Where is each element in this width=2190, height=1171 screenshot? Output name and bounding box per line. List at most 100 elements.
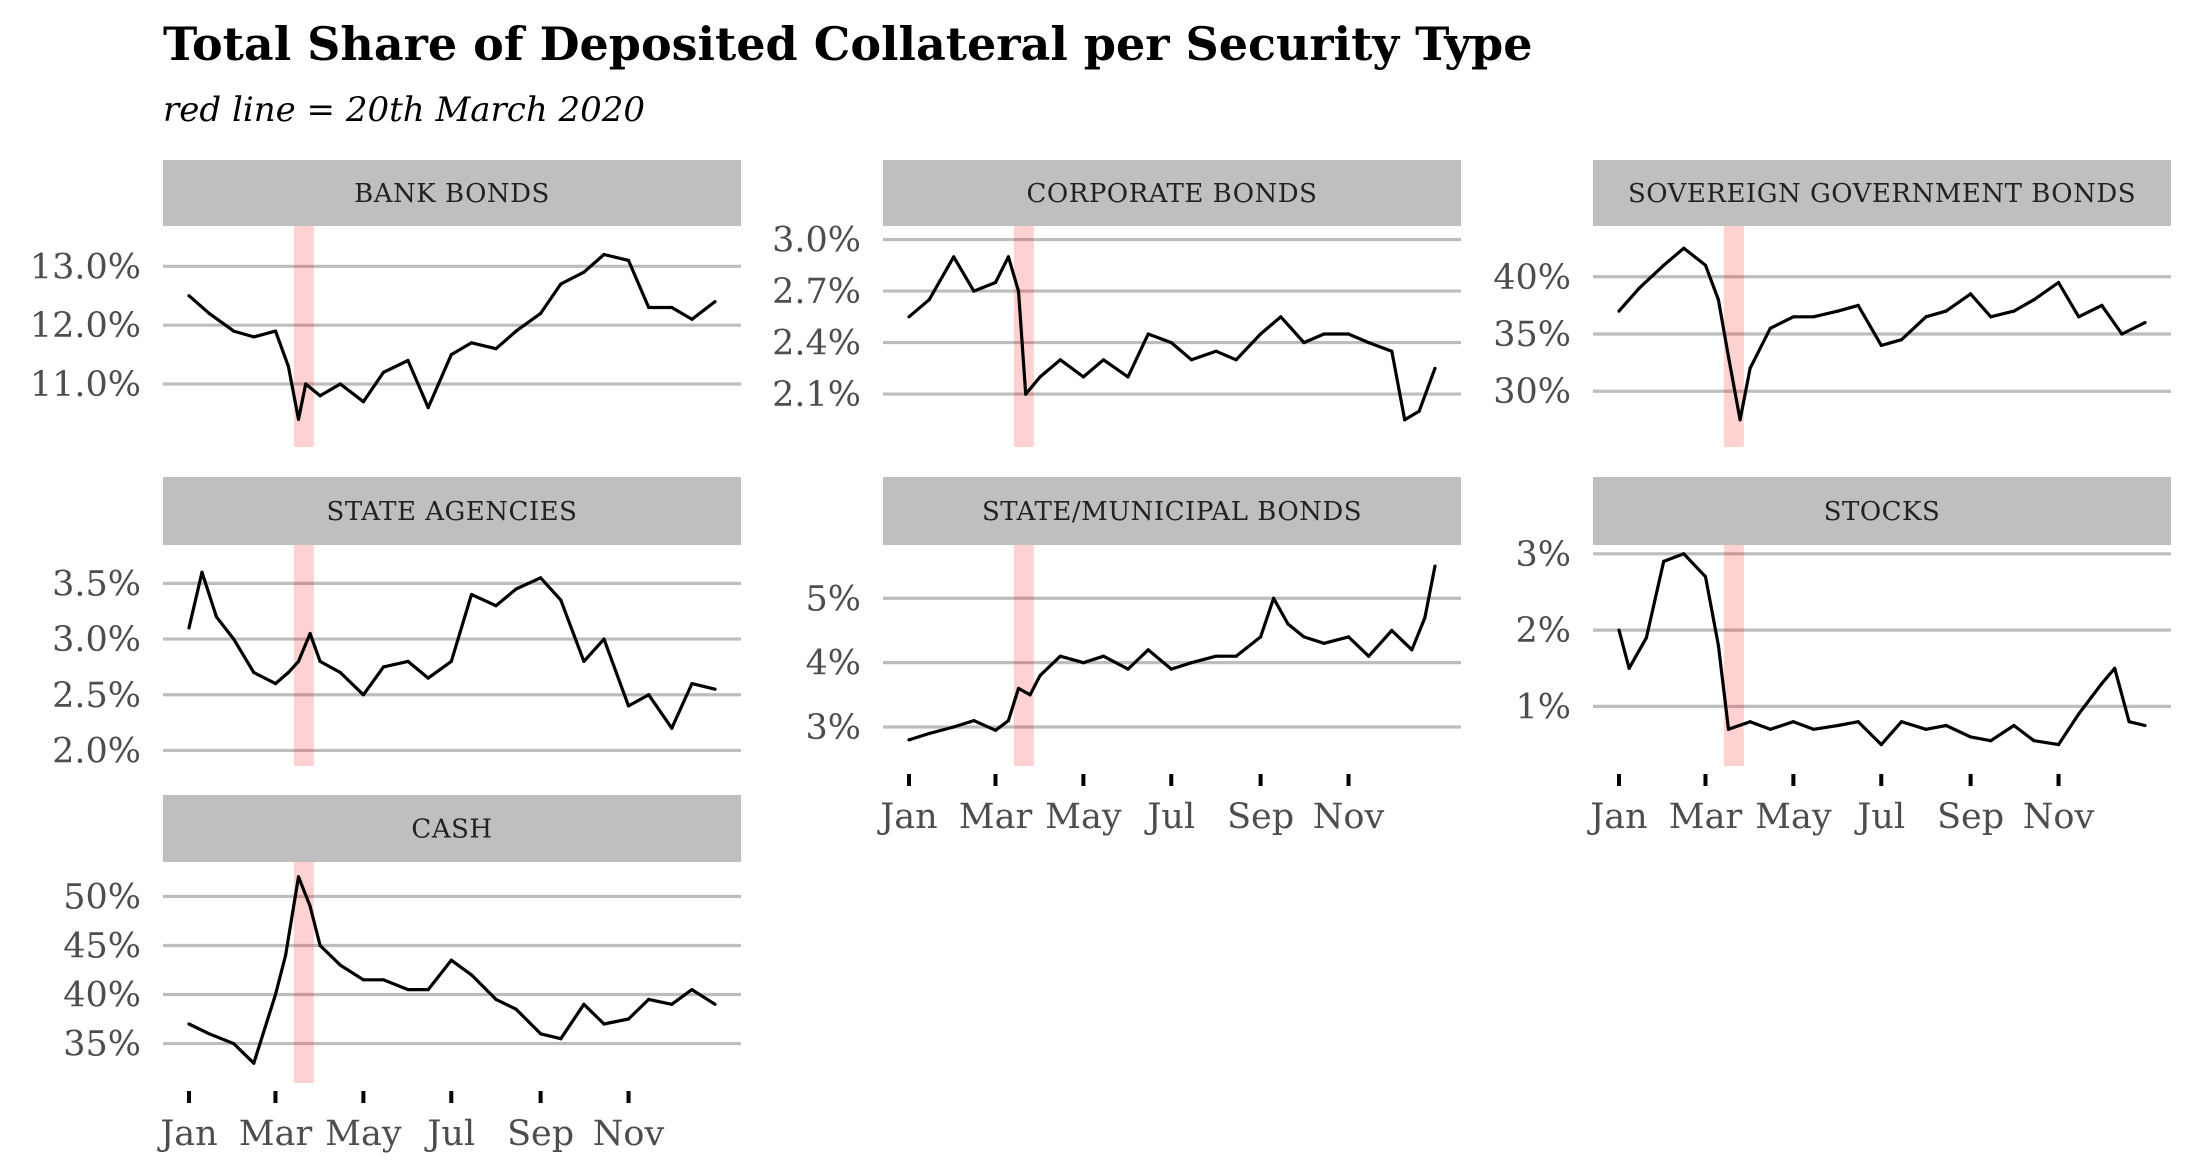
data-point bbox=[361, 400, 365, 404]
data-point bbox=[2143, 321, 2147, 325]
data-point bbox=[1682, 552, 1686, 556]
data-point bbox=[1726, 355, 1731, 359]
data-point bbox=[602, 1022, 606, 1026]
data-point bbox=[670, 726, 674, 730]
data-point bbox=[1879, 343, 1883, 347]
data-point bbox=[2077, 712, 2081, 716]
data-point bbox=[318, 394, 322, 398]
x-tick-label: Nov bbox=[1313, 797, 1385, 837]
y-tick-label: 4% bbox=[805, 644, 861, 684]
data-point bbox=[1322, 332, 1326, 336]
strip-state-municipal-bonds bbox=[883, 477, 1461, 545]
data-point bbox=[1081, 661, 1085, 665]
data-point bbox=[1791, 720, 1795, 724]
data-point bbox=[308, 904, 312, 908]
strip-label: BANK BONDS bbox=[354, 179, 550, 209]
data-point bbox=[1146, 648, 1150, 652]
x-tick-label: Mar bbox=[959, 797, 1033, 837]
data-point bbox=[426, 676, 430, 680]
data-point bbox=[1748, 720, 1752, 724]
data-point bbox=[907, 738, 911, 742]
data-point bbox=[1390, 349, 1394, 353]
x-tick-label: May bbox=[1755, 797, 1832, 837]
data-point bbox=[308, 631, 312, 636]
data-point bbox=[1924, 315, 1928, 319]
event-marker bbox=[1013, 545, 1034, 766]
data-point bbox=[927, 298, 931, 302]
data-point bbox=[1791, 315, 1795, 319]
data-point bbox=[514, 587, 518, 591]
data-point bbox=[626, 258, 631, 262]
data-point bbox=[1302, 341, 1306, 345]
data-point bbox=[1189, 661, 1194, 665]
data-point bbox=[449, 958, 453, 962]
data-point bbox=[406, 659, 410, 664]
data-point bbox=[1617, 309, 1621, 313]
data-point bbox=[582, 270, 586, 274]
data-point bbox=[1811, 727, 1816, 731]
panel-sovereign-government-bonds: SOVEREIGN GOVERNMENT BONDS 30% 35% 40% bbox=[1493, 160, 2171, 447]
data-point bbox=[993, 280, 998, 285]
data-point bbox=[2032, 739, 2036, 743]
data-point bbox=[1234, 358, 1238, 362]
data-point bbox=[1662, 559, 1666, 564]
data-point bbox=[626, 1017, 631, 1021]
data-point bbox=[2100, 681, 2104, 686]
x-tick-label: Jan bbox=[877, 797, 937, 837]
data-point bbox=[1969, 735, 1973, 739]
event-marker bbox=[293, 545, 314, 766]
data-point bbox=[1279, 315, 1283, 319]
y-tick-label: 45% bbox=[63, 926, 141, 966]
data-point bbox=[1302, 635, 1306, 639]
data-point bbox=[1259, 635, 1263, 639]
data-point bbox=[1006, 255, 1011, 259]
strip-label: STOCKS bbox=[1824, 497, 1941, 527]
data-point bbox=[232, 329, 236, 333]
data-point bbox=[381, 665, 386, 669]
data-point bbox=[1028, 693, 1032, 697]
data-point bbox=[1433, 366, 1437, 370]
data-point bbox=[273, 992, 278, 997]
strip-label: CASH bbox=[411, 815, 492, 845]
data-point bbox=[1322, 641, 1326, 645]
y-tick-label: 35% bbox=[63, 1025, 141, 1065]
x-tick-label: Jul bbox=[1854, 797, 1905, 837]
data-point bbox=[469, 341, 474, 345]
data-point bbox=[296, 659, 301, 664]
data-point bbox=[1272, 596, 1276, 600]
data-point bbox=[252, 335, 256, 339]
data-point bbox=[1433, 564, 1437, 568]
data-point bbox=[1101, 654, 1106, 658]
y-tick-label: 3.5% bbox=[52, 564, 141, 604]
data-point bbox=[1016, 686, 1021, 691]
data-point bbox=[1617, 628, 1621, 632]
data-point bbox=[690, 682, 694, 686]
x-tick-label: Mar bbox=[1669, 797, 1743, 837]
data-point bbox=[972, 289, 976, 293]
data-point bbox=[1879, 743, 1883, 747]
data-point bbox=[2032, 298, 2036, 302]
data-point bbox=[318, 659, 322, 664]
event-marker bbox=[1723, 545, 1744, 766]
data-point bbox=[1989, 315, 1993, 319]
data-point bbox=[232, 637, 236, 641]
data-point bbox=[1944, 723, 1948, 728]
y-tick-label: 3% bbox=[805, 708, 861, 748]
data-point bbox=[1403, 418, 1407, 422]
data-point bbox=[559, 598, 563, 602]
data-point bbox=[187, 294, 191, 298]
data-point bbox=[2012, 309, 2016, 313]
facet-panels: BANK BONDS 11.0% 12.0% 13.0% CORPORATE BONDS… bbox=[30, 160, 2171, 1154]
data-point bbox=[494, 997, 498, 1002]
data-point bbox=[338, 670, 342, 675]
data-point bbox=[296, 417, 301, 421]
event-marker bbox=[1013, 226, 1034, 447]
x-tick-label: Sep bbox=[1227, 797, 1294, 837]
data-point bbox=[187, 626, 191, 630]
data-point bbox=[494, 347, 498, 351]
data-point bbox=[2120, 332, 2124, 336]
data-point bbox=[406, 358, 410, 363]
data-point bbox=[2100, 303, 2104, 307]
data-point bbox=[1716, 643, 1720, 648]
